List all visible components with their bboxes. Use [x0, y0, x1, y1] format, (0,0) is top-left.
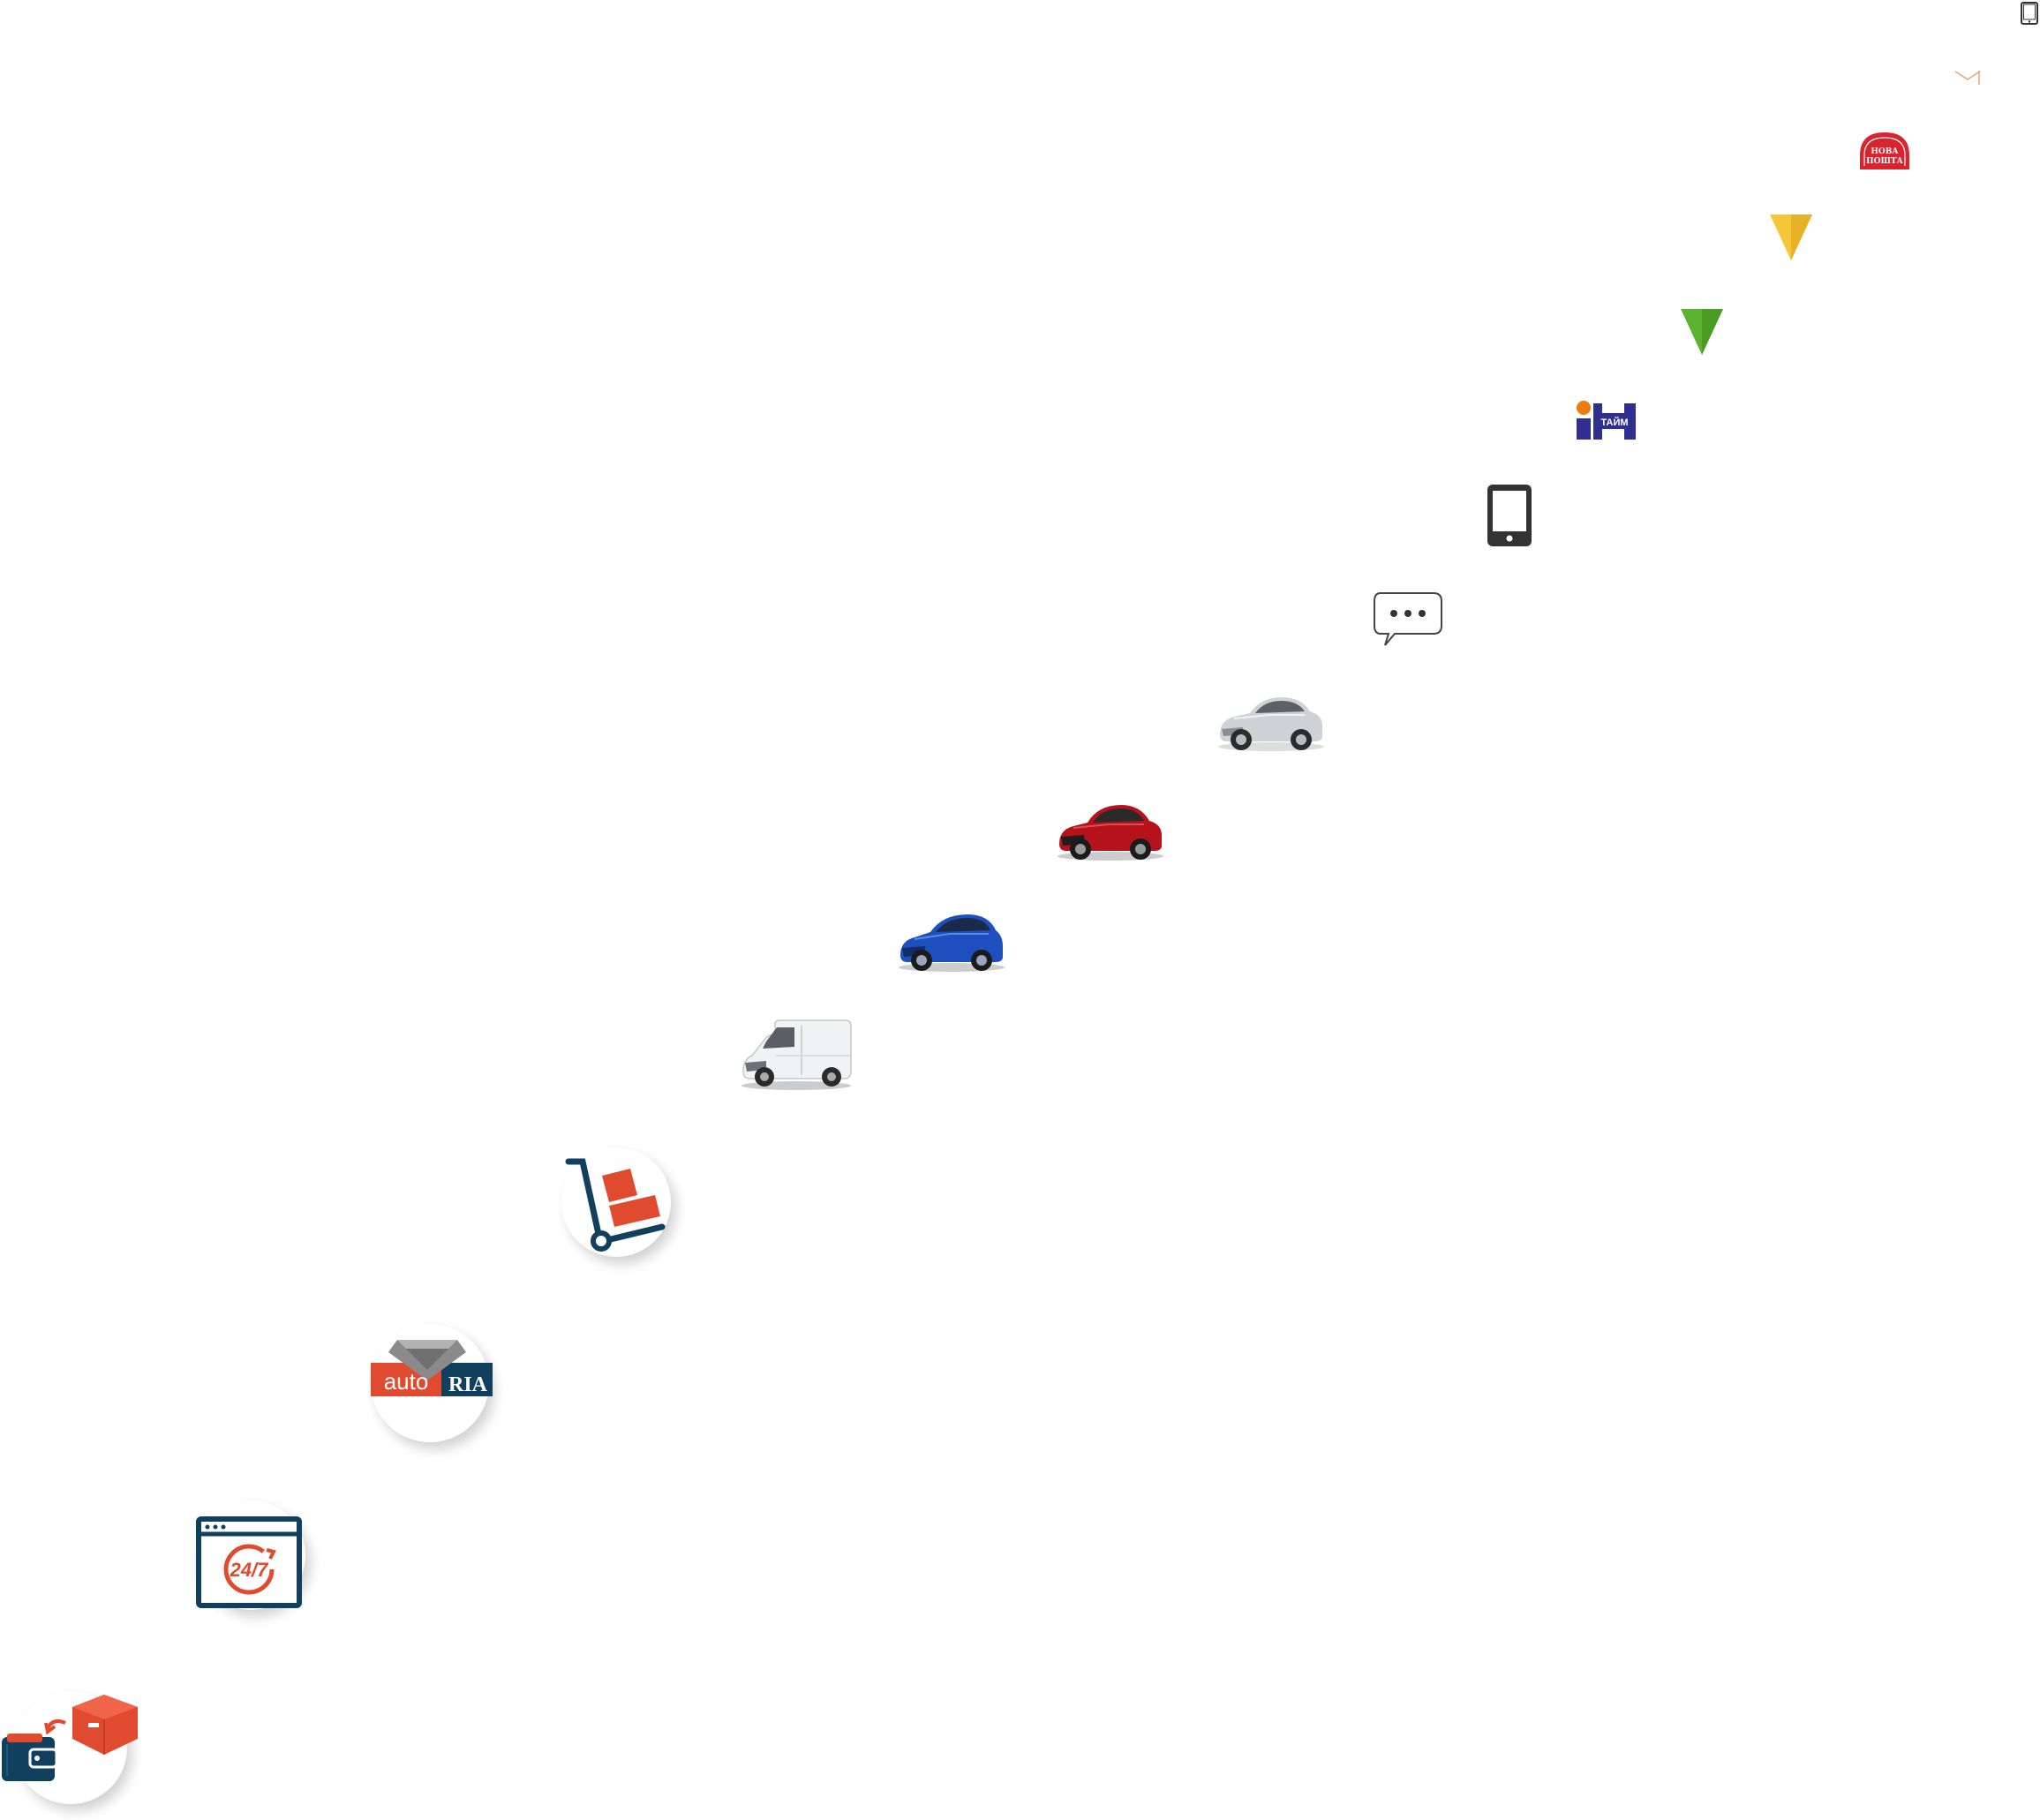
wallet-box-icon	[0, 1691, 141, 1788]
tablet-icon	[2021, 2, 2038, 25]
nova-poshta-logo: НОВА ПОШТА	[1857, 129, 1912, 171]
mail-icon	[1954, 69, 1981, 86]
hand-truck-icon	[563, 1154, 669, 1253]
nova-poshta-text-1: НОВА	[1871, 147, 1899, 156]
autoria-logo: auto RIA	[369, 1335, 498, 1403]
support-247-text: 24/7	[230, 1559, 270, 1581]
autoria-ria-text: RIA	[448, 1373, 488, 1396]
chat-bubble-icon	[1372, 590, 1444, 649]
yellow-triangle-marker-icon	[1768, 213, 1814, 262]
blue-hatchback-image	[897, 907, 1006, 973]
white-van-image	[740, 1017, 854, 1091]
support-247-icon: 24/7	[196, 1516, 302, 1608]
red-sedan-image	[1056, 796, 1165, 861]
autoria-auto-text: auto	[384, 1368, 429, 1395]
smartphone-icon	[1486, 483, 1533, 548]
silver-sedan-image	[1216, 688, 1326, 752]
intime-logo: ТАЙМ	[1574, 399, 1637, 441]
intime-text: ТАЙМ	[1600, 417, 1628, 428]
green-triangle-marker-icon	[1679, 307, 1725, 357]
nova-poshta-text-2: ПОШТА	[1866, 157, 1903, 166]
